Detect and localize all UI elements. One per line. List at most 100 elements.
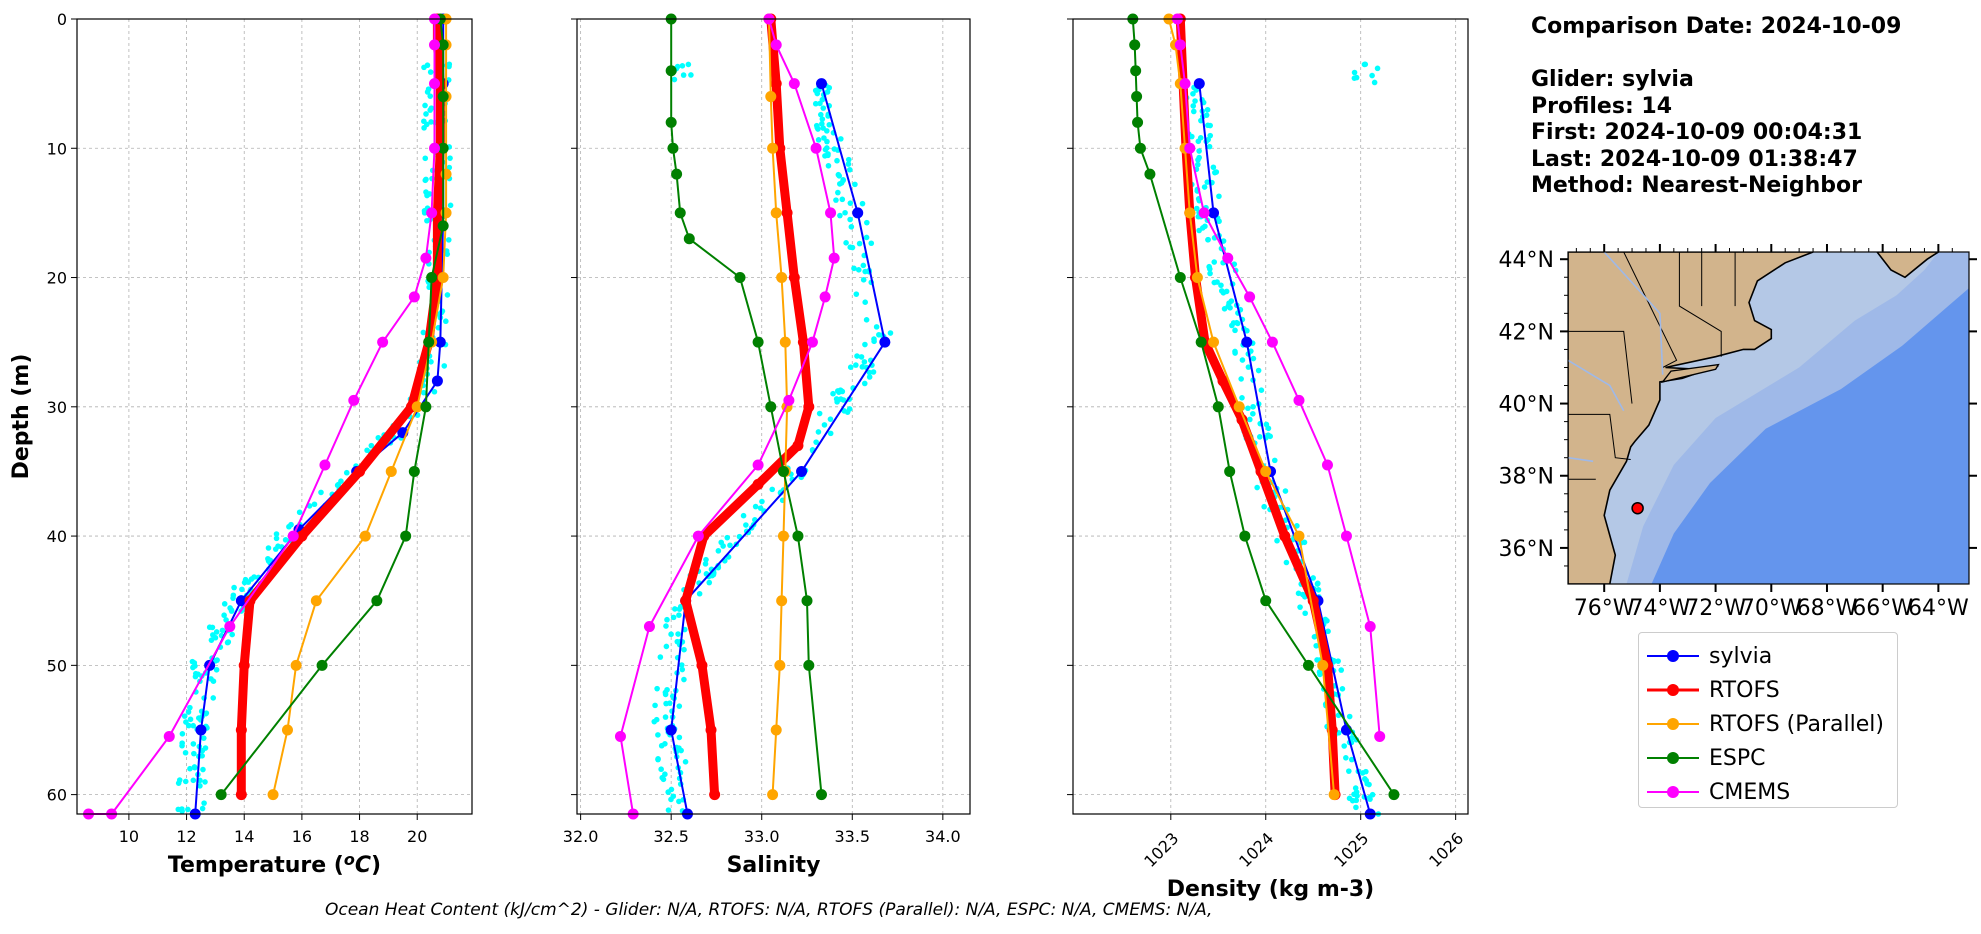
glider-obs-point <box>1374 65 1381 72</box>
x-axis-label: Density (kg m-3) <box>1167 877 1375 902</box>
glider-obs-point <box>676 798 682 805</box>
series-point <box>354 465 366 477</box>
glider-obs-point <box>189 658 196 665</box>
glider-obs-point <box>816 410 823 417</box>
series-point <box>429 39 441 51</box>
glider-obs-point <box>847 166 853 173</box>
glider-obs-point <box>834 157 840 164</box>
glider-obs-point <box>715 548 722 554</box>
state-border <box>1678 252 1722 357</box>
glider-obs-point <box>1204 106 1211 113</box>
comparison-date: Comparison Date: 2024-10-09 <box>1531 14 1902 39</box>
glider-obs-point <box>678 662 685 668</box>
glider-obs-point <box>662 691 669 698</box>
glider-obs-point <box>853 362 859 368</box>
series-point <box>665 116 677 128</box>
glider-obs-point <box>821 422 828 428</box>
info-panel: Comparison Date: 2024-10-09 Glider: sylvi… <box>1531 14 1901 200</box>
series-point <box>359 530 371 542</box>
glider-obs-point <box>839 196 846 203</box>
glider-obs-point <box>1216 193 1222 200</box>
glider-obs-point <box>273 535 280 542</box>
glider-obs-point <box>1195 157 1201 163</box>
series-point <box>1321 459 1333 471</box>
series-point <box>420 252 432 264</box>
glider-obs-point <box>444 251 451 257</box>
y-axis-label: Depth (m) <box>9 354 34 480</box>
glider-obs-point <box>1244 327 1250 334</box>
long-island <box>1660 363 1720 384</box>
glider-obs-point <box>221 612 227 619</box>
glider-obs-point <box>852 181 858 188</box>
series-point <box>437 220 449 232</box>
glider-obs-point <box>827 416 834 422</box>
glider-obs-point <box>819 116 826 122</box>
lat-label: 40°N <box>1499 393 1554 418</box>
glider-obs-point <box>1310 575 1316 581</box>
glider-obs-point <box>1245 405 1251 412</box>
series-point <box>1340 530 1352 542</box>
glider-obs-point <box>657 654 664 660</box>
glider-obs-point <box>664 686 670 693</box>
glider-obs-point <box>191 750 197 757</box>
glider-obs-point <box>1227 305 1233 311</box>
glider-obs-point <box>724 534 731 541</box>
lon-label: 70°W <box>1741 596 1802 621</box>
glider-obs-point <box>1359 770 1366 776</box>
series-point <box>310 595 322 607</box>
series-point <box>1260 595 1272 607</box>
glider-obs-point <box>814 124 820 131</box>
glider-obs-point <box>1218 282 1224 289</box>
glider-obs-point <box>703 556 709 563</box>
legend-label: sylvia <box>1709 644 1773 669</box>
glider-obs-point <box>1195 138 1202 145</box>
series-point <box>828 252 840 264</box>
series-point <box>1174 272 1186 284</box>
glider-obs-point <box>1313 642 1320 649</box>
plot-frame <box>576 18 971 815</box>
glider-obs-point <box>834 388 841 394</box>
glider-obs-point <box>1221 306 1228 312</box>
glider-obs-point <box>1190 108 1197 115</box>
glider-obs-point <box>187 716 194 723</box>
glider-obs-point <box>665 807 672 813</box>
series-point <box>437 39 449 51</box>
y-tick-label: 10 <box>47 139 67 158</box>
series-point <box>806 336 818 348</box>
x-tick-label: 16 <box>292 827 312 846</box>
glider-obs-point <box>652 702 658 709</box>
legend-label: CMEMS <box>1709 780 1791 805</box>
glider-obs-point <box>847 200 854 206</box>
glider-obs-point <box>1232 350 1238 356</box>
glider-obs-point <box>819 121 825 127</box>
method: Method: Nearest-Neighbor <box>1531 173 1862 198</box>
glider-obs-point <box>223 617 229 623</box>
glider-obs-point <box>837 212 843 219</box>
series-point <box>815 78 827 90</box>
glider-obs-point <box>812 100 819 107</box>
glider-obs-point <box>1258 387 1265 394</box>
series-point <box>1198 207 1210 219</box>
series-point <box>267 789 279 801</box>
glider-obs-point <box>666 700 673 706</box>
glider-obs-point <box>1210 164 1217 171</box>
plot-frame <box>1072 18 1469 815</box>
glider-obs-point <box>665 789 671 795</box>
legend-item-rtofs-parallel: RTOFS (Parallel) <box>1639 709 1897 743</box>
series-point <box>796 465 808 477</box>
glider-obs-point <box>202 779 208 785</box>
glider-obs-point <box>862 299 869 306</box>
x-tick-label: 1024 <box>1235 829 1277 871</box>
glider-obs-point <box>1363 777 1370 784</box>
glider-position-marker <box>1631 501 1644 515</box>
glider-obs-point <box>706 579 713 586</box>
series-point <box>810 142 822 154</box>
glider-obs-point <box>1214 279 1220 285</box>
glider-obs-point <box>840 397 847 403</box>
glider-obs-point <box>847 244 854 250</box>
glider-obs-point <box>1239 394 1245 401</box>
glider-obs-point <box>197 783 203 789</box>
glider-obs-point <box>1202 223 1208 230</box>
series-point <box>316 659 328 671</box>
glider-obs-point <box>866 369 873 376</box>
